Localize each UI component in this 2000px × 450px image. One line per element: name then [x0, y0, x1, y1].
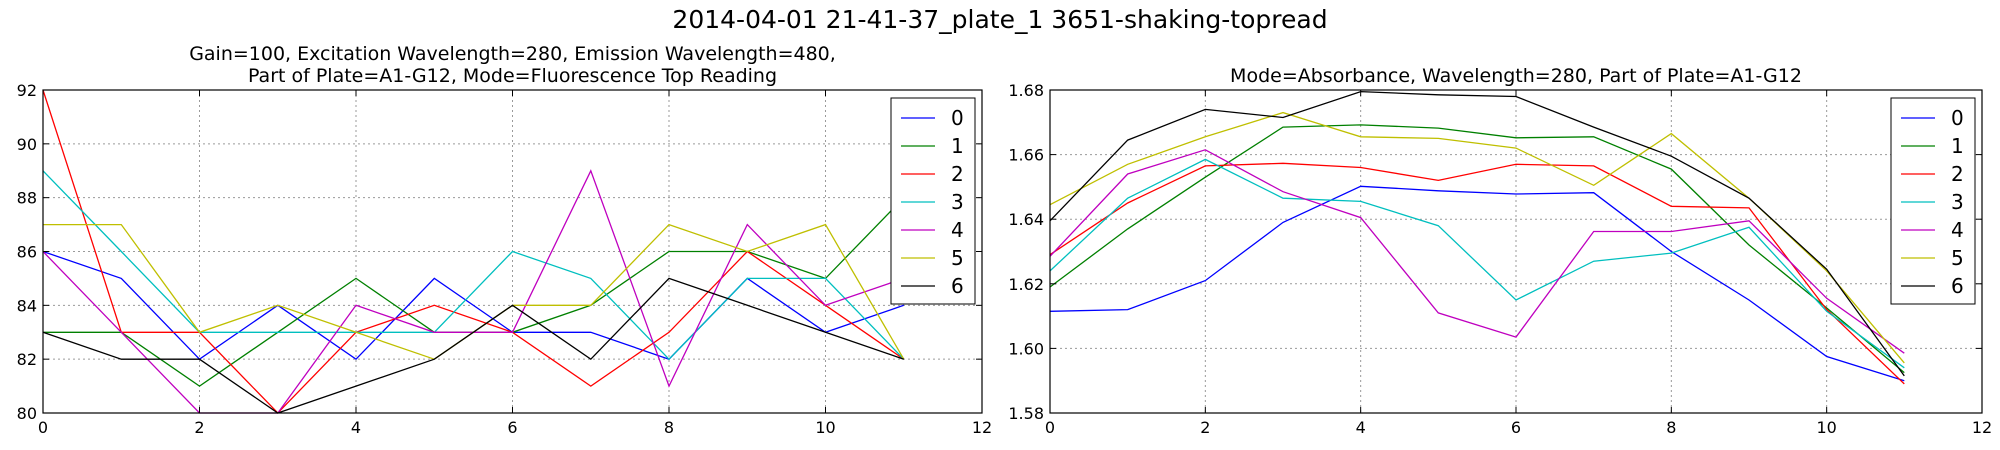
y-tick-label: 1.66 — [1008, 146, 1044, 165]
y-tick-label: 88 — [17, 189, 37, 208]
chart-title-line: Mode=Absorbance, Wavelength=280, Part of… — [1230, 65, 1802, 87]
series-line-0 — [1049, 185, 1905, 382]
x-tick-label: 0 — [38, 418, 48, 437]
chart-fluorescence: Gain=100, Excitation Wavelength=280, Emi… — [17, 43, 993, 437]
y-tick-label: 90 — [17, 135, 37, 154]
chart-title-line: Part of Plate=A1-G12, Mode=Fluorescence … — [248, 65, 777, 87]
legend-label-1: 1 — [1951, 134, 1964, 158]
legend-label-0: 0 — [951, 106, 964, 130]
x-tick-label: 0 — [1045, 418, 1055, 437]
y-tick-label: 80 — [17, 404, 37, 423]
x-tick-label: 10 — [815, 418, 835, 437]
series-line-6 — [42, 277, 905, 414]
legend-box — [890, 97, 976, 305]
chart-absorbance: Mode=Absorbance, Wavelength=280, Part of… — [1008, 65, 1992, 437]
x-tick-label: 4 — [1356, 418, 1366, 437]
legend-label-6: 6 — [1951, 274, 1964, 298]
legend-label-2: 2 — [1951, 162, 1964, 186]
y-tick-label: 1.64 — [1008, 210, 1044, 229]
series-line-2 — [42, 89, 905, 414]
x-tick-label: 4 — [351, 418, 361, 437]
y-tick-label: 1.62 — [1008, 275, 1044, 294]
legend-label-4: 4 — [1951, 218, 1964, 242]
legend-label-5: 5 — [951, 246, 964, 270]
series-line-1 — [1049, 124, 1905, 374]
y-tick-label: 1.68 — [1008, 81, 1044, 100]
y-tick-label: 84 — [17, 296, 37, 315]
series-line-2 — [1049, 162, 1905, 385]
x-tick-label: 6 — [507, 418, 517, 437]
series-line-6 — [1049, 90, 1905, 377]
series-line-3 — [1049, 158, 1905, 369]
series-line-4 — [1049, 149, 1905, 354]
legend-label-2: 2 — [951, 162, 964, 186]
x-tick-label: 8 — [664, 418, 674, 437]
y-tick-label: 92 — [17, 81, 37, 100]
y-tick-label: 82 — [17, 350, 37, 369]
y-tick-label: 1.58 — [1008, 404, 1044, 423]
x-tick-label: 2 — [194, 418, 204, 437]
figure-title: 2014-04-01 21-41-37_plate_1 3651-shaking… — [672, 5, 1328, 34]
legend-label-3: 3 — [951, 190, 964, 214]
x-tick-label: 8 — [1666, 418, 1676, 437]
x-tick-label: 10 — [1816, 418, 1836, 437]
legend-label-3: 3 — [1951, 190, 1964, 214]
legend-label-5: 5 — [1951, 246, 1964, 270]
y-tick-label: 86 — [17, 243, 37, 262]
series-line-3 — [42, 170, 905, 361]
legend-label-6: 6 — [951, 274, 964, 298]
series-line-0 — [42, 250, 905, 361]
x-tick-label: 12 — [1972, 418, 1992, 437]
legend-label-1: 1 — [951, 134, 964, 158]
x-tick-label: 6 — [1511, 418, 1521, 437]
y-tick-label: 1.60 — [1008, 339, 1044, 358]
legend-label-4: 4 — [951, 218, 964, 242]
legend-box — [1890, 97, 1976, 305]
x-tick-label: 2 — [1200, 418, 1210, 437]
chart-title-line: Gain=100, Excitation Wavelength=280, Emi… — [189, 43, 836, 65]
x-tick-label: 12 — [972, 418, 992, 437]
legend-label-0: 0 — [1951, 106, 1964, 130]
